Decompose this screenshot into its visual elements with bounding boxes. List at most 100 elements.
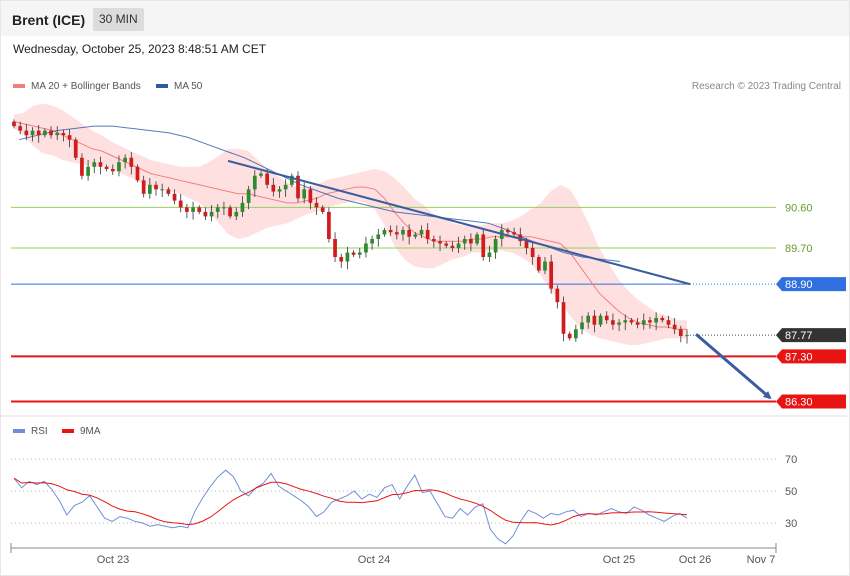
candle: [438, 235, 442, 252]
candle: [574, 324, 578, 342]
candle: [419, 225, 424, 239]
candle: [493, 235, 498, 259]
candle-body: [382, 229, 387, 235]
timeframe-button[interactable]: 30 MIN: [93, 8, 144, 31]
candle: [327, 207, 331, 243]
candle-body: [117, 162, 121, 172]
candle-body: [432, 238, 436, 242]
ma9-legend-label: 9MA: [80, 426, 101, 437]
candle-body: [648, 320, 652, 323]
candle-body: [450, 245, 455, 248]
rsi-legend-label: RSI: [31, 426, 48, 437]
level-label-88.90: 88.90: [785, 279, 813, 291]
candle-body: [635, 322, 640, 325]
x-tick-label: Oct 24: [358, 554, 390, 566]
candle-body: [296, 175, 300, 199]
candle-body: [203, 211, 208, 217]
candle: [246, 185, 251, 210]
candle: [475, 232, 479, 246]
candle-body: [67, 135, 72, 140]
timestamp: Wednesday, October 25, 2023 8:48:51 AM C…: [13, 42, 267, 56]
candle-body: [660, 317, 665, 321]
candle-body: [611, 320, 615, 325]
candle-body: [364, 243, 368, 253]
x-tick-label: Oct 23: [97, 554, 129, 566]
candle-body: [530, 248, 535, 258]
candle-body: [18, 126, 23, 131]
rsi-tick-label: 70: [785, 454, 797, 466]
level-tag-88.90: [776, 277, 846, 292]
candle: [296, 171, 300, 202]
candle: [73, 137, 78, 160]
candle: [61, 129, 66, 142]
candle-body: [154, 184, 158, 190]
candle: [129, 152, 134, 175]
candle: [117, 155, 121, 177]
candle: [413, 232, 418, 239]
candle: [24, 123, 29, 141]
candle-body: [388, 229, 393, 233]
candle: [604, 311, 609, 324]
candle: [43, 128, 47, 138]
candle-body: [191, 207, 195, 212]
candle-body: [209, 211, 214, 217]
candle: [580, 315, 584, 335]
candle: [456, 236, 461, 253]
candle-body: [543, 261, 547, 271]
candle: [401, 226, 405, 241]
candle: [215, 203, 220, 219]
candle-body: [419, 229, 424, 235]
candle: [370, 235, 374, 250]
candle-body: [234, 211, 239, 217]
rsi-ma9-line: [13, 477, 688, 526]
candle-body: [629, 320, 634, 323]
candle: [228, 205, 232, 219]
candle-body: [215, 207, 220, 212]
candle: [425, 223, 430, 244]
candle-body: [444, 243, 449, 246]
candle-body: [604, 315, 609, 321]
candle: [469, 233, 473, 252]
level-tag-87.30: [776, 349, 846, 364]
candle-body: [166, 189, 171, 194]
candle-body: [506, 229, 510, 233]
candle: [543, 257, 547, 275]
candle: [289, 173, 294, 188]
rsi-tick-label: 50: [785, 486, 797, 498]
candle-body: [481, 234, 486, 258]
candle-body: [407, 229, 412, 237]
candle: [672, 317, 677, 335]
candle: [598, 313, 603, 327]
candle: [641, 313, 646, 330]
candle-body: [12, 121, 16, 127]
candle-body: [178, 200, 183, 208]
candle: [450, 241, 455, 252]
candle-body: [549, 261, 554, 289]
candle: [345, 246, 350, 270]
rsi-tick-label: 30: [785, 518, 797, 530]
candle-body: [598, 315, 603, 325]
candle: [536, 254, 541, 273]
current-price-tag: [776, 328, 846, 343]
candle-body: [617, 322, 621, 325]
legend-ma20: MA 20 + Bollinger Bands: [13, 81, 141, 92]
candle: [49, 126, 53, 139]
rsi-swatch: [13, 429, 25, 434]
candle-body: [271, 184, 276, 192]
candle-body: [283, 184, 288, 190]
candle-body: [259, 173, 263, 176]
candle-body: [289, 175, 294, 185]
candle: [283, 179, 288, 197]
x-tick-label: Oct 25: [603, 554, 635, 566]
bollinger-band: [14, 103, 687, 345]
candle-body: [641, 320, 646, 325]
candle-body: [240, 202, 245, 212]
trendline: [227, 159, 691, 286]
candle-body: [36, 130, 41, 136]
candle-body: [308, 189, 313, 203]
candle: [555, 285, 560, 309]
candle-body: [357, 252, 362, 255]
candle: [549, 254, 554, 294]
candle: [320, 205, 325, 215]
candle: [611, 313, 615, 330]
